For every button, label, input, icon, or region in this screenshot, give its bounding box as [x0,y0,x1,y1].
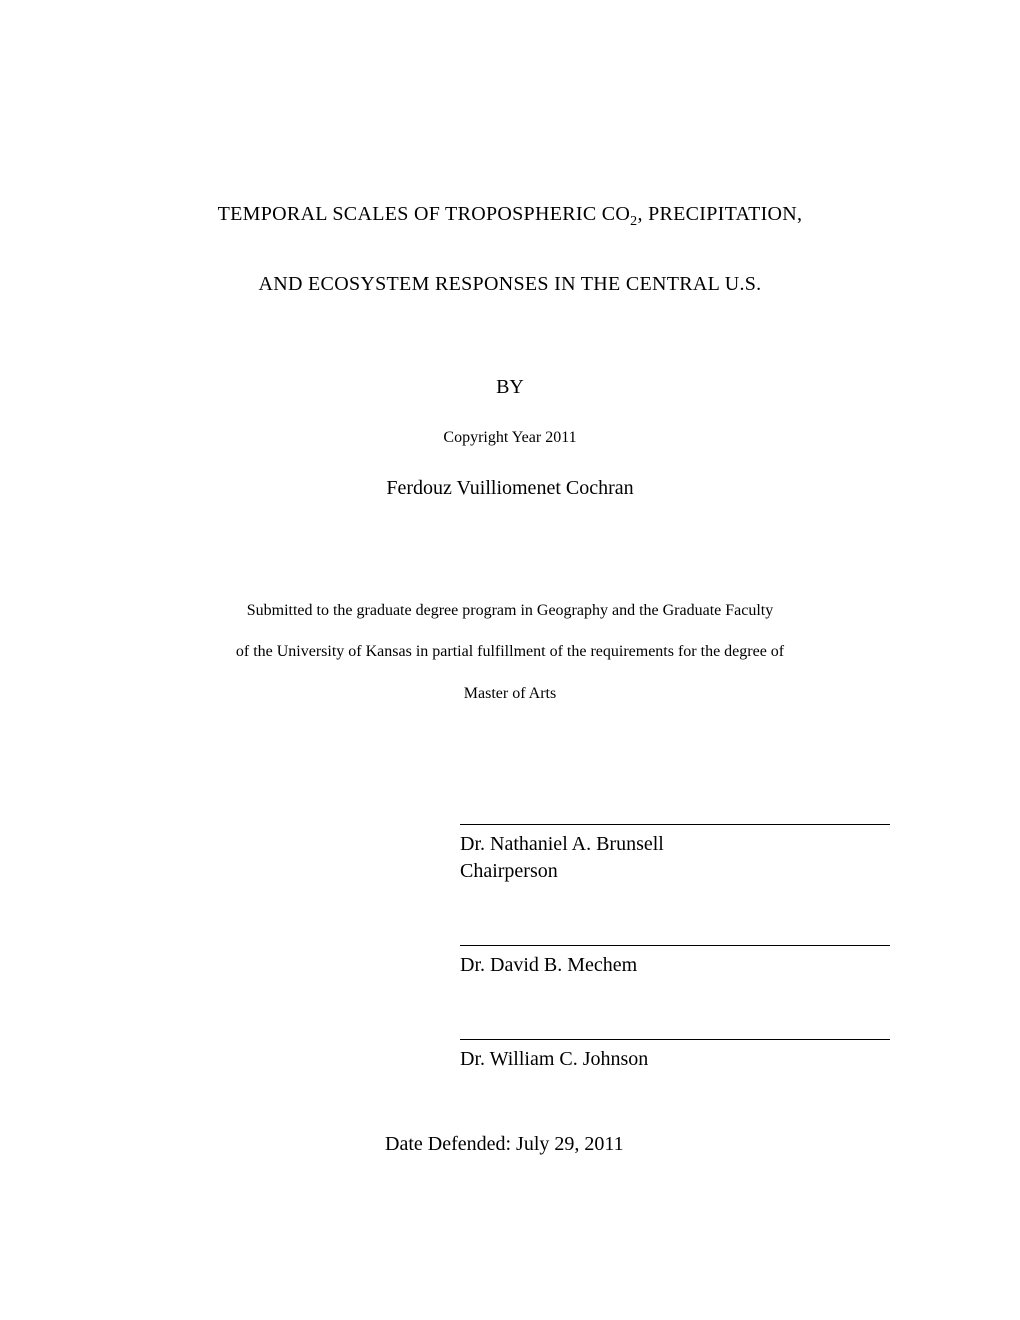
committee-role: Chairperson [460,858,900,885]
by-label: BY [120,376,900,399]
submitted-line-2: of the University of Kansas in partial f… [120,631,900,673]
signatures: Dr. Nathaniel A. Brunsell Chairperson Dr… [460,824,900,1073]
date-defended: Date Defended: July 29, 2011 [385,1133,900,1156]
signature-line [460,1039,890,1040]
by-section: BY Copyright Year 2011 Ferdouz Vuilliome… [120,376,900,500]
author-name: Ferdouz Vuilliomenet Cochran [120,477,900,500]
title-gap [120,232,900,270]
title-pre: TEMPORAL SCALES OF TROPOSPHERIC CO [218,203,631,225]
signature-line [460,945,890,946]
title-post: , PRECIPITATION, [637,203,802,225]
signature-line [460,824,890,825]
committee-name: Dr. William C. Johnson [460,1046,900,1073]
copyright-text: Copyright Year 2011 [120,429,900,447]
committee-name: Dr. Nathaniel A. Brunsell [460,831,900,858]
title-line-1: TEMPORAL SCALES OF TROPOSPHERIC CO2, PRE… [120,200,900,232]
title-line-2: AND ECOSYSTEM RESPONSES IN THE CENTRAL U… [120,270,900,298]
committee-name: Dr. David B. Mechem [460,952,900,979]
committee-member-2: Dr. David B. Mechem [460,945,900,979]
committee-member-1: Dr. Nathaniel A. Brunsell Chairperson [460,824,900,885]
submitted-section: Submitted to the graduate degree program… [120,590,900,715]
submitted-line-1: Submitted to the graduate degree program… [120,590,900,632]
submitted-line-3: Master of Arts [120,673,900,715]
title-page: TEMPORAL SCALES OF TROPOSPHERIC CO2, PRE… [0,0,1020,1156]
committee-member-3: Dr. William C. Johnson [460,1039,900,1073]
